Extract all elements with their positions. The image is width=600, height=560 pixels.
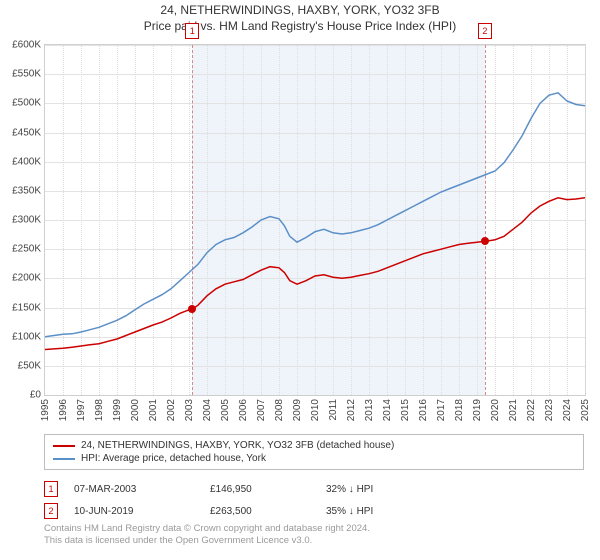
y-axis-label: £550K: [1, 69, 41, 80]
transaction-marker-box: 2: [478, 23, 492, 39]
transaction-delta: 35% HPI: [326, 506, 436, 517]
x-axis-label: 2012: [346, 399, 357, 421]
x-axis-label: 2024: [562, 399, 573, 421]
series-line: [45, 93, 585, 337]
series-line: [45, 198, 585, 350]
transaction-price: £263,500: [210, 506, 310, 517]
y-axis-label: £150K: [1, 302, 41, 313]
y-axis-label: £350K: [1, 185, 41, 196]
x-axis-label: 2016: [418, 399, 429, 421]
y-axis-label: £400K: [1, 156, 41, 167]
y-axis-label: £0: [1, 390, 41, 401]
x-axis-label: 2004: [202, 399, 213, 421]
y-axis-label: £250K: [1, 244, 41, 255]
arrow-down-icon: [349, 506, 354, 517]
x-axis-label: 2018: [454, 399, 465, 421]
y-axis-label: £200K: [1, 273, 41, 284]
transaction-id-box: 1: [44, 481, 58, 497]
x-axis-label: 2021: [508, 399, 519, 421]
transaction-marker-box: 1: [185, 23, 199, 39]
title-line-2: Price paid vs. HM Land Registry's House …: [0, 18, 600, 34]
x-axis-label: 2001: [148, 399, 159, 421]
x-axis-label: 2002: [166, 399, 177, 421]
transaction-date: 07-MAR-2003: [74, 484, 194, 495]
plot-region: £0£50K£100K£150K£200K£250K£300K£350K£400…: [44, 44, 586, 396]
transaction-row: 1 07-MAR-2003 £146,950 32% HPI: [44, 478, 584, 500]
legend-swatch: [53, 445, 75, 447]
y-axis-label: £300K: [1, 215, 41, 226]
x-axis-label: 2007: [256, 399, 267, 421]
y-axis-label: £50K: [1, 360, 41, 371]
x-axis-label: 1996: [58, 399, 69, 421]
gridline-v: [585, 45, 586, 395]
x-axis-label: 1998: [94, 399, 105, 421]
x-axis-label: 2014: [382, 399, 393, 421]
title-line-1: 24, NETHERWINDINGS, HAXBY, YORK, YO32 3F…: [0, 2, 600, 18]
x-axis-label: 2019: [472, 399, 483, 421]
legend: 24, NETHERWINDINGS, HAXBY, YORK, YO32 3F…: [44, 434, 584, 470]
y-axis-label: £500K: [1, 98, 41, 109]
x-axis-label: 2023: [544, 399, 555, 421]
footer-line-1: Contains HM Land Registry data © Crown c…: [44, 523, 584, 535]
legend-row: HPI: Average price, detached house, York: [53, 452, 575, 465]
y-axis-label: £100K: [1, 331, 41, 342]
x-axis-label: 1997: [76, 399, 87, 421]
x-axis-label: 1995: [40, 399, 51, 421]
x-axis-label: 2000: [130, 399, 141, 421]
series-svg: [45, 45, 585, 395]
x-axis-label: 2008: [274, 399, 285, 421]
x-axis-label: 2015: [400, 399, 411, 421]
chart-area: £0£50K£100K£150K£200K£250K£300K£350K£400…: [44, 44, 584, 394]
footer-line-2: This data is licensed under the Open Gov…: [44, 535, 584, 547]
x-axis-label: 2017: [436, 399, 447, 421]
legend-label: 24, NETHERWINDINGS, HAXBY, YORK, YO32 3F…: [81, 440, 394, 451]
x-axis-label: 2013: [364, 399, 375, 421]
legend-swatch: [53, 458, 75, 460]
x-axis-label: 1999: [112, 399, 123, 421]
transaction-row: 2 10-JUN-2019 £263,500 35% HPI: [44, 500, 584, 522]
x-axis-label: 2005: [220, 399, 231, 421]
x-axis-label: 2010: [310, 399, 321, 421]
y-axis-label: £450K: [1, 127, 41, 138]
transaction-id-box: 2: [44, 503, 58, 519]
arrow-down-icon: [349, 484, 354, 495]
transaction-price: £146,950: [210, 484, 310, 495]
x-axis-label: 2009: [292, 399, 303, 421]
transaction-date: 10-JUN-2019: [74, 506, 194, 517]
x-axis-label: 2025: [580, 399, 591, 421]
footer-attribution: Contains HM Land Registry data © Crown c…: [44, 523, 584, 548]
transaction-delta: 32% HPI: [326, 484, 436, 495]
x-axis-label: 2022: [526, 399, 537, 421]
legend-row: 24, NETHERWINDINGS, HAXBY, YORK, YO32 3F…: [53, 439, 575, 452]
transactions-table: 1 07-MAR-2003 £146,950 32% HPI 2 10-JUN-2019 £…: [44, 478, 584, 522]
x-axis-label: 2011: [328, 399, 339, 421]
x-axis-label: 2003: [184, 399, 195, 421]
x-axis-label: 2020: [490, 399, 501, 421]
chart-title: 24, NETHERWINDINGS, HAXBY, YORK, YO32 3F…: [0, 0, 600, 34]
x-axis-label: 2006: [238, 399, 249, 421]
legend-label: HPI: Average price, detached house, York: [81, 453, 266, 464]
y-axis-label: £600K: [1, 40, 41, 51]
